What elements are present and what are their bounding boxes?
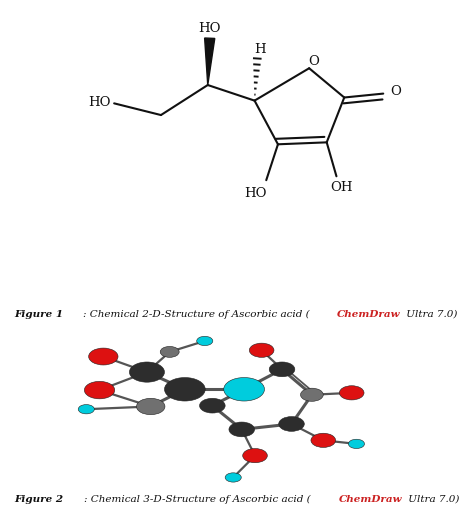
Circle shape [243,449,267,463]
Circle shape [224,378,264,401]
Text: ChemDraw: ChemDraw [338,495,402,504]
Circle shape [197,336,213,346]
Circle shape [339,386,364,400]
Circle shape [137,398,165,414]
Text: Ultra 7.0): Ultra 7.0) [403,310,457,319]
Text: O: O [390,85,401,98]
Circle shape [225,473,241,482]
Text: Ultra 7.0): Ultra 7.0) [405,495,459,504]
Text: H: H [254,44,265,56]
Text: O: O [309,55,319,68]
Text: : Chemical 2-D-Structure of Ascorbic acid (: : Chemical 2-D-Structure of Ascorbic aci… [83,310,310,319]
Text: HO: HO [245,187,267,200]
Text: ChemDraw: ChemDraw [337,310,400,319]
Circle shape [78,405,94,414]
Circle shape [229,422,255,437]
Polygon shape [205,38,215,85]
Circle shape [164,378,205,401]
Text: HO: HO [89,96,111,109]
Text: OH: OH [330,181,353,194]
Text: Figure 2: Figure 2 [14,495,64,504]
Text: : Chemical 3-D-Structure of Ascorbic acid (: : Chemical 3-D-Structure of Ascorbic aci… [84,495,311,504]
Circle shape [269,362,295,376]
Circle shape [279,417,304,431]
Circle shape [84,381,115,399]
Circle shape [301,388,323,401]
Circle shape [348,439,365,449]
Circle shape [249,343,274,357]
Circle shape [89,348,118,365]
Text: Figure 1: Figure 1 [14,310,64,319]
Circle shape [129,362,164,382]
Circle shape [200,398,225,413]
Circle shape [160,346,179,357]
Text: HO: HO [199,21,221,34]
Circle shape [311,433,336,447]
